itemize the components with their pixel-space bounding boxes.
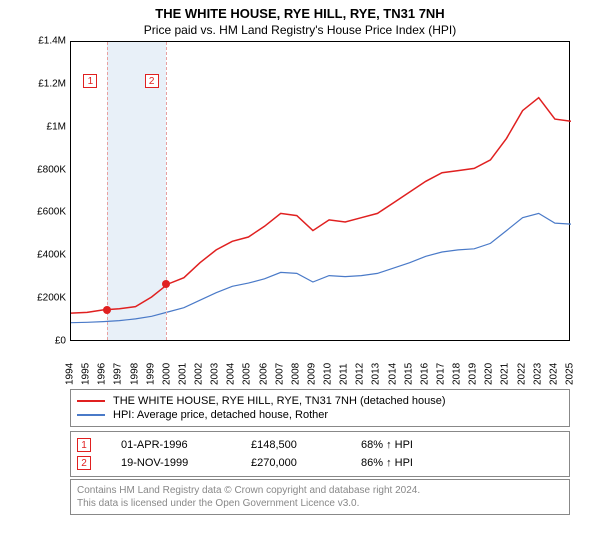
x-tick-label: 1995 — [81, 345, 92, 385]
series-price_paid — [71, 98, 571, 313]
y-tick-label: £0 — [24, 336, 66, 347]
legend-row-price: THE WHITE HOUSE, RYE HILL, RYE, TN31 7NH… — [77, 394, 563, 408]
y-tick-label: £1.4M — [24, 36, 66, 47]
x-tick-label: 2025 — [565, 345, 576, 385]
x-tick-label: 2008 — [290, 345, 301, 385]
sale-rel-2: 86% ↑ HPI — [361, 457, 413, 469]
sale-marker-2: 2 — [77, 456, 91, 470]
x-tick-label: 2023 — [532, 345, 543, 385]
plot-region: 12 — [70, 41, 570, 341]
x-tick-label: 2013 — [371, 345, 382, 385]
chart-area: £0£200K£400K£600K£800K£1M£1.2M£1.4M 12 1… — [30, 41, 590, 381]
legend-label-hpi: HPI: Average price, detached house, Roth… — [113, 409, 328, 421]
x-tick-label: 2011 — [339, 345, 350, 385]
sale-date-1: 01-APR-1996 — [121, 439, 221, 451]
y-tick-label: £800K — [24, 164, 66, 175]
x-tick-label: 1998 — [129, 345, 140, 385]
legend-swatch-hpi — [77, 414, 105, 416]
x-tick-label: 2016 — [419, 345, 430, 385]
sale-marker-box: 1 — [83, 74, 97, 88]
y-tick-label: £200K — [24, 293, 66, 304]
x-tick-label: 2022 — [516, 345, 527, 385]
x-tick-label: 2014 — [387, 345, 398, 385]
sale-price-1: £148,500 — [251, 439, 331, 451]
x-tick-label: 2017 — [435, 345, 446, 385]
y-tick-label: £600K — [24, 207, 66, 218]
sale-marker-box: 2 — [145, 74, 159, 88]
x-tick-label: 2000 — [161, 345, 172, 385]
x-tick-label: 2001 — [177, 345, 188, 385]
footer: Contains HM Land Registry data © Crown c… — [70, 479, 570, 515]
sale-date-2: 19-NOV-1999 — [121, 457, 221, 469]
x-tick-label: 2018 — [452, 345, 463, 385]
x-tick-label: 2002 — [194, 345, 205, 385]
x-tick-label: 2010 — [323, 345, 334, 385]
legend-label-price: THE WHITE HOUSE, RYE HILL, RYE, TN31 7NH… — [113, 395, 446, 407]
sale-vline — [166, 42, 167, 340]
x-tick-label: 2004 — [226, 345, 237, 385]
legend: THE WHITE HOUSE, RYE HILL, RYE, TN31 7NH… — [70, 389, 570, 427]
sale-marker-1: 1 — [77, 438, 91, 452]
y-tick-label: £400K — [24, 250, 66, 261]
sale-price-2: £270,000 — [251, 457, 331, 469]
sale-rel-1: 68% ↑ HPI — [361, 439, 413, 451]
legend-row-hpi: HPI: Average price, detached house, Roth… — [77, 408, 563, 422]
x-tick-label: 1994 — [65, 345, 76, 385]
x-tick-label: 1996 — [97, 345, 108, 385]
x-tick-label: 1997 — [113, 345, 124, 385]
legend-swatch-price — [77, 400, 105, 402]
x-tick-label: 2009 — [306, 345, 317, 385]
sale-row-1: 1 01-APR-1996 £148,500 68% ↑ HPI — [77, 436, 563, 454]
x-tick-label: 2012 — [355, 345, 366, 385]
x-tick-label: 2005 — [242, 345, 253, 385]
sale-row-2: 2 19-NOV-1999 £270,000 86% ↑ HPI — [77, 454, 563, 472]
x-tick-label: 2024 — [548, 345, 559, 385]
series-hpi — [71, 213, 571, 322]
y-tick-label: £1.2M — [24, 78, 66, 89]
x-tick-label: 2007 — [274, 345, 285, 385]
x-tick-label: 2006 — [258, 345, 269, 385]
chart-subtitle: Price paid vs. HM Land Registry's House … — [0, 21, 600, 41]
sale-dot — [162, 280, 170, 288]
sale-dot — [103, 306, 111, 314]
x-tick-label: 2020 — [484, 345, 495, 385]
y-tick-label: £1M — [24, 121, 66, 132]
x-tick-label: 2019 — [468, 345, 479, 385]
x-tick-label: 2003 — [210, 345, 221, 385]
chart-title: THE WHITE HOUSE, RYE HILL, RYE, TN31 7NH — [0, 0, 600, 21]
sale-vline — [107, 42, 108, 340]
sales-table: 1 01-APR-1996 £148,500 68% ↑ HPI 2 19-NO… — [70, 431, 570, 477]
x-tick-label: 1999 — [145, 345, 156, 385]
x-tick-label: 2015 — [403, 345, 414, 385]
footer-line-2: This data is licensed under the Open Gov… — [77, 497, 563, 510]
x-tick-label: 2021 — [500, 345, 511, 385]
footer-line-1: Contains HM Land Registry data © Crown c… — [77, 484, 563, 497]
